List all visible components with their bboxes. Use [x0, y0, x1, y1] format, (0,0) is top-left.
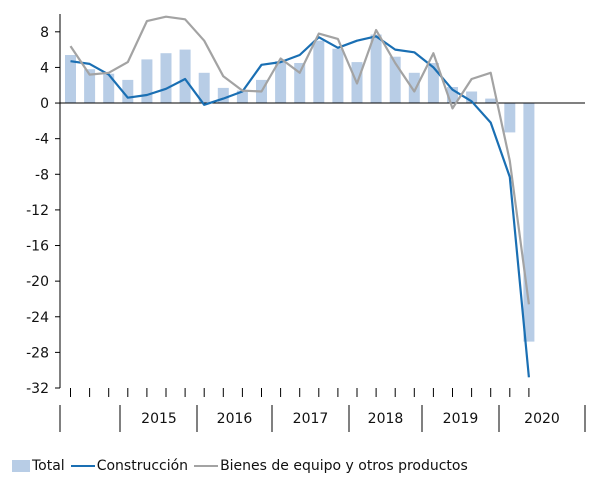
- bar-total-6: [179, 49, 191, 103]
- bar-total-4: [141, 59, 153, 103]
- y-tick-label-7: -20: [26, 274, 49, 290]
- year-label-2016: 2016: [217, 411, 253, 427]
- bar-total-9: [236, 90, 248, 104]
- axes: [55, 14, 586, 432]
- legend-item-construccion: Construcción: [70, 458, 189, 474]
- bar-total-16: [370, 34, 382, 104]
- y-tick-label-5: -12: [26, 203, 49, 219]
- bar-total-12: [294, 63, 306, 104]
- bar-total-5: [160, 53, 172, 104]
- axis-labels: 8 4 0 -4 -8 -12 -16 -20 -24 -28 -32 2015 2016 2017 201…: [26, 25, 560, 427]
- bar-total-22: [485, 98, 497, 104]
- line-construccion: [70, 35, 530, 378]
- bar-total-23: [504, 103, 516, 133]
- y-tick-label-3: -4: [35, 132, 49, 148]
- bar-total-20: [447, 87, 458, 103]
- year-label-2017: 2017: [293, 411, 329, 427]
- bar-total-2: [103, 73, 115, 104]
- y-tick-label-0: 8: [40, 25, 49, 41]
- bar-total-1: [84, 69, 96, 103]
- bar-total-18: [408, 72, 420, 104]
- chart: 8 4 0 -4 -8 -12 -16 -20 -24 -28 -32 2015 2016 2017 201…: [26, 14, 586, 432]
- series-lines: [69, 15, 530, 378]
- bar-total-0: [65, 55, 76, 104]
- legend-label-total: Total: [32, 458, 65, 474]
- legend-swatch-construccion: [70, 465, 95, 467]
- y-tick-label-9: -28: [26, 345, 49, 361]
- y-tick-label-1: 4: [40, 60, 49, 76]
- y-tick-label-6: -16: [26, 239, 49, 255]
- legend-item-bienes: Bienes de equipo y otros productos: [194, 458, 468, 474]
- legend-item-total: Total: [12, 458, 65, 474]
- legend: Total Construcción Bienes de equipo y ot…: [12, 455, 474, 477]
- year-label-2020: 2020: [524, 411, 560, 427]
- bar-total-24: [523, 103, 535, 342]
- year-label-2019: 2019: [443, 411, 479, 427]
- bar-total-11: [275, 61, 287, 104]
- legend-swatch-total: [12, 460, 30, 472]
- legend-label-construccion: Construcción: [96, 458, 189, 474]
- bar-total-3: [122, 79, 134, 104]
- year-label-2018: 2018: [368, 411, 404, 427]
- legend-swatch-bienes: [194, 465, 219, 467]
- legend-label-bienes: Bienes de equipo y otros productos: [220, 458, 468, 474]
- bar-total-8: [217, 87, 229, 103]
- y-tick-label-8: -24: [26, 310, 49, 326]
- bar-total-14: [332, 48, 344, 103]
- y-tick-label-2: 0: [40, 96, 49, 112]
- line-bienes-de-equipo: [69, 15, 530, 305]
- total-bars: [65, 34, 535, 342]
- bar-total-19: [427, 63, 439, 104]
- bar-total-13: [313, 40, 325, 103]
- bar-total-17: [389, 56, 401, 103]
- bar-total-7: [198, 72, 210, 104]
- bar-total-21: [466, 91, 478, 104]
- year-label-2015: 2015: [141, 411, 177, 427]
- y-tick-label-4: -8: [35, 167, 49, 183]
- y-tick-label-10: -32: [26, 381, 49, 397]
